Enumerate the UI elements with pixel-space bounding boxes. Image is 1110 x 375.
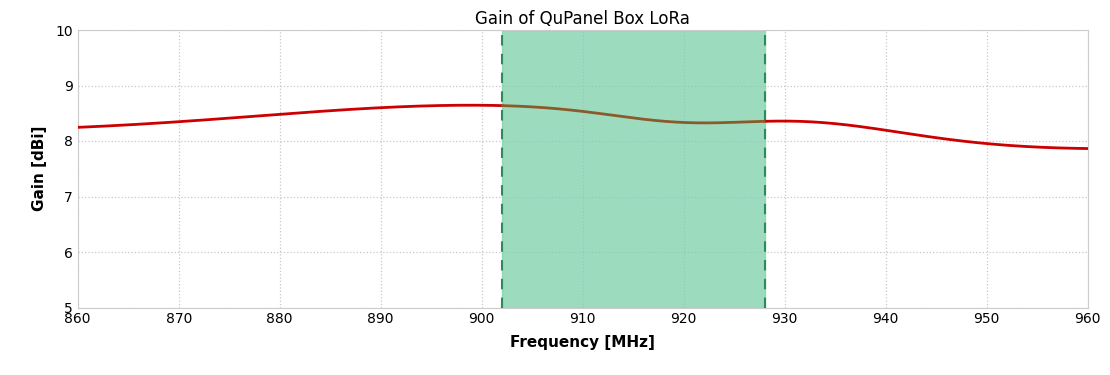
Bar [502,30,765,308]
Y-axis label: Gain [dBi]: Gain [dBi] [32,126,47,212]
Title: Gain of QuPanel Box LoRa: Gain of QuPanel Box LoRa [475,10,690,28]
X-axis label: Frequency [MHz]: Frequency [MHz] [511,335,655,350]
